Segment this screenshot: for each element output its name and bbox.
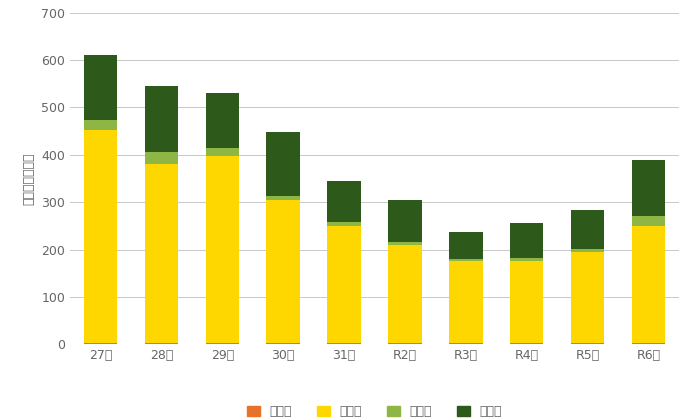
- Bar: [389, 245, 421, 344]
- Bar: [510, 257, 543, 260]
- Bar: [267, 200, 300, 344]
- Bar: [84, 343, 117, 344]
- Bar: [206, 148, 239, 156]
- Bar: [328, 181, 360, 222]
- Bar: [632, 160, 665, 216]
- Bar: [206, 93, 239, 148]
- Bar: [206, 342, 239, 344]
- Legend: 凶悪犯, 窃盗犯, 粗暴犯, その他: 凶悪犯, 窃盗犯, 粗暴犯, その他: [242, 400, 507, 420]
- Bar: [510, 260, 543, 342]
- Bar: [145, 86, 178, 152]
- Bar: [571, 249, 604, 252]
- Bar: [84, 55, 117, 120]
- Bar: [84, 130, 117, 343]
- Bar: [206, 156, 239, 342]
- Y-axis label: 認知件数（件）: 認知件数（件）: [22, 152, 36, 205]
- Bar: [510, 223, 543, 257]
- Bar: [389, 242, 421, 245]
- Bar: [84, 120, 117, 130]
- Bar: [449, 259, 482, 261]
- Bar: [632, 226, 665, 344]
- Bar: [267, 196, 300, 200]
- Bar: [632, 216, 665, 226]
- Bar: [145, 152, 178, 164]
- Bar: [389, 200, 421, 242]
- Bar: [145, 164, 178, 343]
- Bar: [328, 222, 360, 226]
- Bar: [510, 342, 543, 344]
- Bar: [449, 231, 482, 259]
- Bar: [145, 343, 178, 344]
- Bar: [267, 131, 300, 196]
- Bar: [328, 226, 360, 344]
- Bar: [571, 210, 604, 249]
- Bar: [449, 261, 482, 344]
- Bar: [571, 252, 604, 344]
